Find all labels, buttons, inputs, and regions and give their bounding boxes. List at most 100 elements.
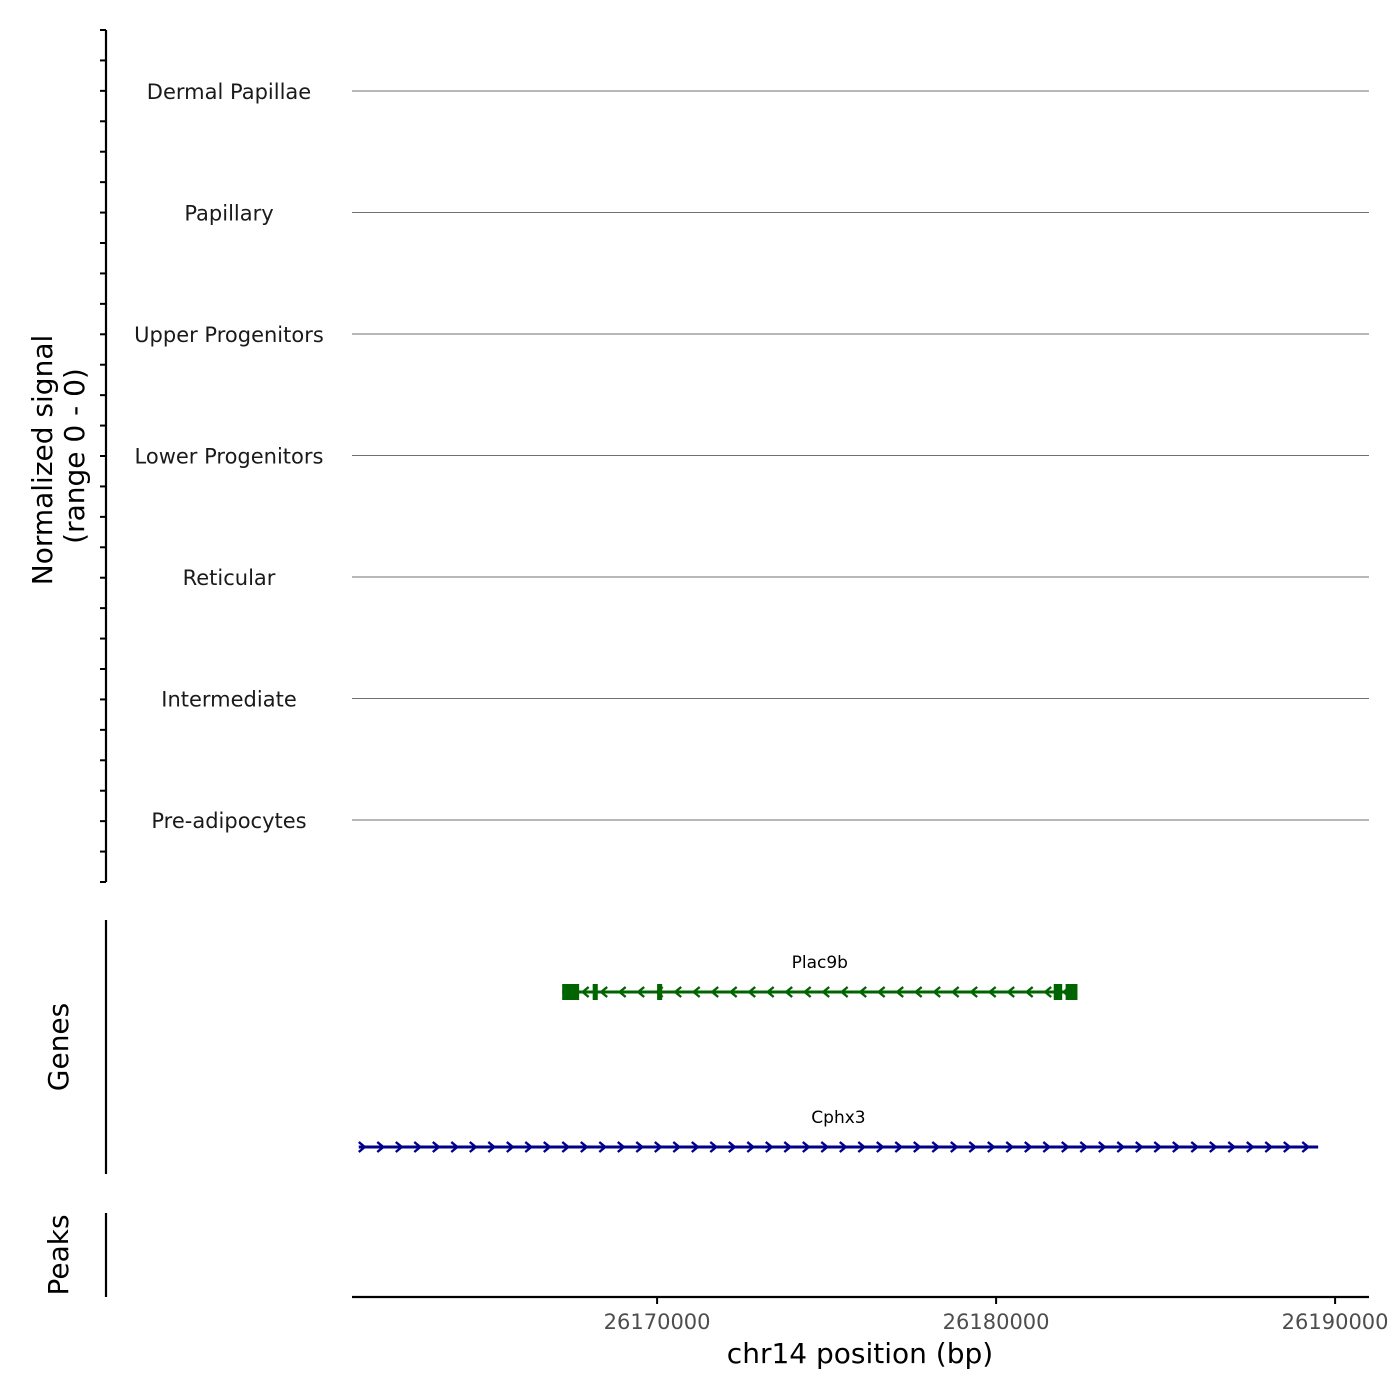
strand-arrow bbox=[487, 1141, 497, 1153]
x-axis-ticks: 26170000 26180000 26190000 bbox=[604, 1297, 1389, 1334]
strand-arrow bbox=[469, 1141, 478, 1153]
strand-arrow bbox=[1006, 986, 1015, 998]
x-tick-label: 26170000 bbox=[604, 1310, 711, 1334]
strand-arrow bbox=[432, 1141, 441, 1153]
strand-arrow bbox=[1246, 1141, 1255, 1153]
gene-plac9b: Plac9b bbox=[562, 953, 1078, 1000]
strand-arrow bbox=[1098, 1141, 1107, 1153]
signal-y-axis bbox=[100, 29, 108, 883]
strand-arrow bbox=[599, 986, 608, 998]
strand-arrow bbox=[821, 986, 830, 998]
strand-arrow bbox=[1209, 1141, 1218, 1153]
strand-arrow bbox=[913, 986, 923, 998]
strand-arrow bbox=[580, 1141, 589, 1153]
genes-track-label: Genes bbox=[42, 1003, 75, 1091]
strand-arrow bbox=[376, 1141, 386, 1153]
strand-arrow bbox=[1043, 986, 1052, 998]
strand-arrow bbox=[746, 1141, 756, 1153]
x-tick-label: 26190000 bbox=[1282, 1310, 1389, 1334]
strand-arrow bbox=[969, 986, 978, 998]
x-tick-label: 26180000 bbox=[943, 1310, 1050, 1334]
strand-arrow bbox=[691, 1141, 700, 1153]
strand-arrow bbox=[857, 1141, 867, 1153]
signal-ylabel-line1: Normalized signal bbox=[26, 335, 59, 586]
strand-arrow bbox=[543, 1141, 552, 1153]
strand-arrow bbox=[968, 1141, 978, 1153]
strand-arrow bbox=[913, 1141, 922, 1153]
gene-name-label: Plac9b bbox=[792, 953, 848, 973]
strand-arrow bbox=[876, 986, 886, 998]
strand-arrow bbox=[617, 1141, 626, 1153]
strand-arrow bbox=[358, 1141, 367, 1153]
strand-arrow bbox=[1190, 1141, 1200, 1153]
strand-arrow bbox=[987, 986, 997, 998]
group-label: Papillary bbox=[184, 202, 273, 226]
strand-arrow bbox=[858, 986, 867, 998]
strand-arrow bbox=[413, 1141, 423, 1153]
strand-arrow bbox=[839, 986, 849, 998]
strand-arrow bbox=[784, 986, 793, 998]
strand-arrow bbox=[710, 986, 719, 998]
strand-arrow bbox=[395, 1141, 404, 1153]
strand-arrow bbox=[765, 986, 775, 998]
group-label: Reticular bbox=[183, 566, 276, 590]
strand-arrow bbox=[987, 1141, 996, 1153]
strand-arrow bbox=[691, 986, 701, 998]
strand-arrow bbox=[598, 1141, 608, 1153]
strand-arrow bbox=[524, 1141, 534, 1153]
gene-exon bbox=[562, 984, 580, 1000]
signal-ylabel-line2: (range 0 - 0) bbox=[58, 368, 91, 544]
strand-arrow bbox=[1024, 1141, 1033, 1153]
group-label: Lower Progenitors bbox=[135, 445, 324, 469]
strand-arrow bbox=[894, 1141, 904, 1153]
strand-arrow bbox=[1153, 1141, 1163, 1153]
x-axis-title: chr14 position (bp) bbox=[727, 1337, 993, 1370]
strand-arrow bbox=[636, 986, 645, 998]
group-label: Dermal Papillae bbox=[147, 80, 311, 104]
gene-exon bbox=[657, 984, 663, 1000]
strand-arrow bbox=[654, 1141, 663, 1153]
strand-arrow bbox=[950, 986, 960, 998]
strand-arrow bbox=[765, 1141, 774, 1153]
strand-arrow bbox=[1172, 1141, 1181, 1153]
strand-arrow bbox=[580, 986, 590, 998]
strand-arrow bbox=[802, 986, 812, 998]
strand-arrow bbox=[1301, 1141, 1311, 1153]
strand-arrow bbox=[450, 1141, 460, 1153]
strand-arrow bbox=[1227, 1141, 1237, 1153]
gene-exon bbox=[1065, 984, 1078, 1000]
strand-arrow bbox=[506, 1141, 515, 1153]
gene-cphx3: Cphx3 bbox=[358, 1108, 1319, 1153]
strand-arrow bbox=[1005, 1141, 1015, 1153]
gene-models: Plac9b Cphx3 bbox=[358, 953, 1319, 1153]
signal-rows: Dermal Papillae Papillary Upper Progenitor… bbox=[134, 80, 1369, 833]
strand-arrow bbox=[709, 1141, 719, 1153]
strand-arrow bbox=[783, 1141, 793, 1153]
strand-arrow bbox=[1061, 1141, 1070, 1153]
strand-arrow bbox=[1079, 1141, 1089, 1153]
gene-exon bbox=[592, 984, 598, 1000]
strand-arrow bbox=[1264, 1141, 1274, 1153]
strand-arrow bbox=[1024, 986, 1034, 998]
strand-arrow bbox=[728, 986, 738, 998]
strand-arrow bbox=[1042, 1141, 1052, 1153]
strand-arrow bbox=[839, 1141, 848, 1153]
strand-arrow bbox=[802, 1141, 811, 1153]
strand-arrow bbox=[1135, 1141, 1144, 1153]
group-label: Upper Progenitors bbox=[134, 323, 324, 347]
strand-arrow bbox=[931, 1141, 941, 1153]
strand-arrow bbox=[728, 1141, 737, 1153]
strand-arrow bbox=[1116, 1141, 1126, 1153]
peaks-track-label: Peaks bbox=[42, 1214, 75, 1295]
strand-arrow bbox=[635, 1141, 645, 1153]
strand-arrow bbox=[820, 1141, 830, 1153]
strand-arrow bbox=[673, 986, 682, 998]
signal-axis-ticks bbox=[100, 29, 106, 883]
strand-arrow bbox=[1283, 1141, 1292, 1153]
strand-arrow bbox=[876, 1141, 885, 1153]
group-label: Pre-adipocytes bbox=[151, 809, 306, 833]
strand-arrow bbox=[672, 1141, 682, 1153]
strand-arrow bbox=[617, 986, 627, 998]
strand-arrow bbox=[950, 1141, 959, 1153]
gene-exon bbox=[1053, 984, 1063, 1000]
